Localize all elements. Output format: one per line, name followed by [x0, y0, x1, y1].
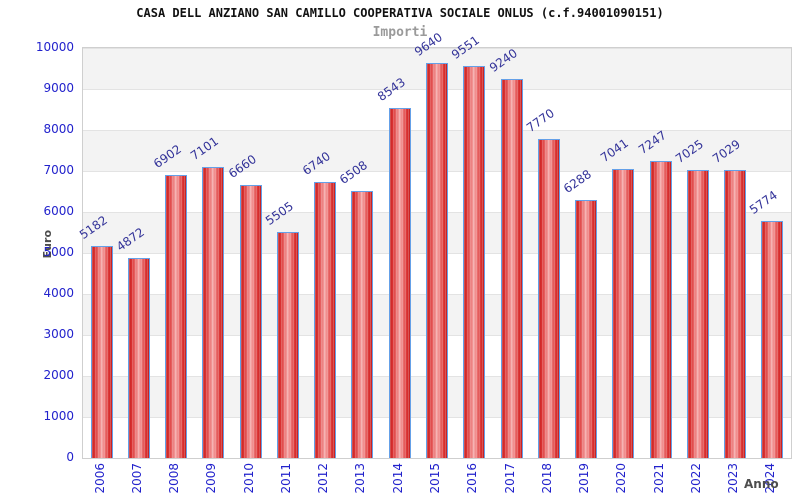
y-tick-label: 6000 — [43, 204, 74, 218]
bar — [277, 232, 299, 458]
x-tick-label: 2019 — [577, 463, 592, 494]
bar-value-label: 5774 — [746, 188, 781, 217]
bar — [612, 169, 634, 458]
x-tick-label: 2017 — [502, 463, 517, 494]
x-tick-label: 2023 — [726, 463, 741, 494]
y-tick-label: 7000 — [43, 163, 74, 177]
bar — [463, 66, 485, 458]
x-tick-label: 2016 — [465, 463, 480, 494]
y-tick-label: 5000 — [43, 245, 74, 259]
bar-value-label: 5505 — [262, 199, 297, 228]
x-tick-label: 2010 — [241, 463, 256, 494]
bar-value-label: 7041 — [597, 136, 632, 165]
bar-value-label: 8543 — [374, 75, 409, 104]
bar — [351, 191, 373, 458]
x-tick-label: 2011 — [278, 463, 293, 494]
bar-value-label: 7101 — [187, 134, 222, 163]
bar — [165, 175, 187, 458]
x-tick-label: 2008 — [167, 463, 182, 494]
bar — [538, 139, 560, 458]
bar — [761, 221, 783, 458]
chart-subtitle: Importi — [372, 25, 428, 40]
bar — [650, 161, 672, 458]
y-tick-label: 10000 — [35, 40, 74, 54]
bar-value-label: 6508 — [336, 158, 371, 187]
bar-value-label: 6740 — [299, 149, 334, 178]
chart-title: CASA DELL ANZIANO SAN CAMILLO COOPERATIV… — [136, 6, 664, 20]
bar-value-label: 6660 — [225, 152, 260, 181]
x-tick-label: 2014 — [390, 463, 405, 494]
plot-area: 5182 4872 6902 7101 6660 5505 6740 6508 8543 9640… — [77, 30, 792, 459]
bar-value-label: 7770 — [523, 106, 558, 135]
bar — [202, 167, 224, 458]
x-tick-label: 2020 — [614, 463, 629, 494]
x-tick-label: 2007 — [129, 463, 144, 494]
y-tick-label: 8000 — [43, 122, 74, 136]
bar — [501, 79, 523, 458]
y-tick-label: 4000 — [43, 286, 74, 300]
y-tick-label: 3000 — [43, 327, 74, 341]
x-tick-label: 2006 — [92, 463, 107, 494]
bar-value-label: 9240 — [486, 46, 521, 75]
bar-value-label: 7247 — [635, 128, 670, 157]
bar — [687, 170, 709, 458]
bar — [575, 200, 597, 458]
y-tick-label: 1000 — [43, 409, 74, 423]
x-axis-title: Anno — [744, 477, 779, 491]
x-tick-label: 2013 — [353, 463, 368, 494]
x-tick-label: 2018 — [539, 463, 554, 494]
bar — [314, 182, 336, 458]
bar-value-label: 7029 — [709, 137, 744, 166]
y-tick-label: 2000 — [43, 368, 74, 382]
x-tick-label: 2021 — [651, 463, 666, 494]
x-tick-label: 2012 — [316, 463, 331, 494]
x-tick-label: 2015 — [428, 463, 442, 494]
x-tick-label: 2009 — [204, 463, 219, 494]
bar-value-label: 7025 — [672, 137, 707, 166]
bar-value-label: 5182 — [76, 213, 111, 242]
bar-value-label: 6288 — [560, 167, 595, 196]
x-tick-label: 2022 — [688, 463, 703, 494]
bar — [240, 185, 262, 458]
bar — [389, 108, 411, 458]
bar-value-label: 6902 — [150, 142, 185, 171]
bar — [91, 246, 113, 458]
y-tick-label: 0 — [66, 450, 74, 464]
bar-value-label: 4872 — [113, 225, 148, 254]
bar — [724, 170, 746, 458]
bar — [426, 63, 448, 458]
y-tick-label: 9000 — [43, 81, 74, 95]
bar — [128, 258, 150, 458]
